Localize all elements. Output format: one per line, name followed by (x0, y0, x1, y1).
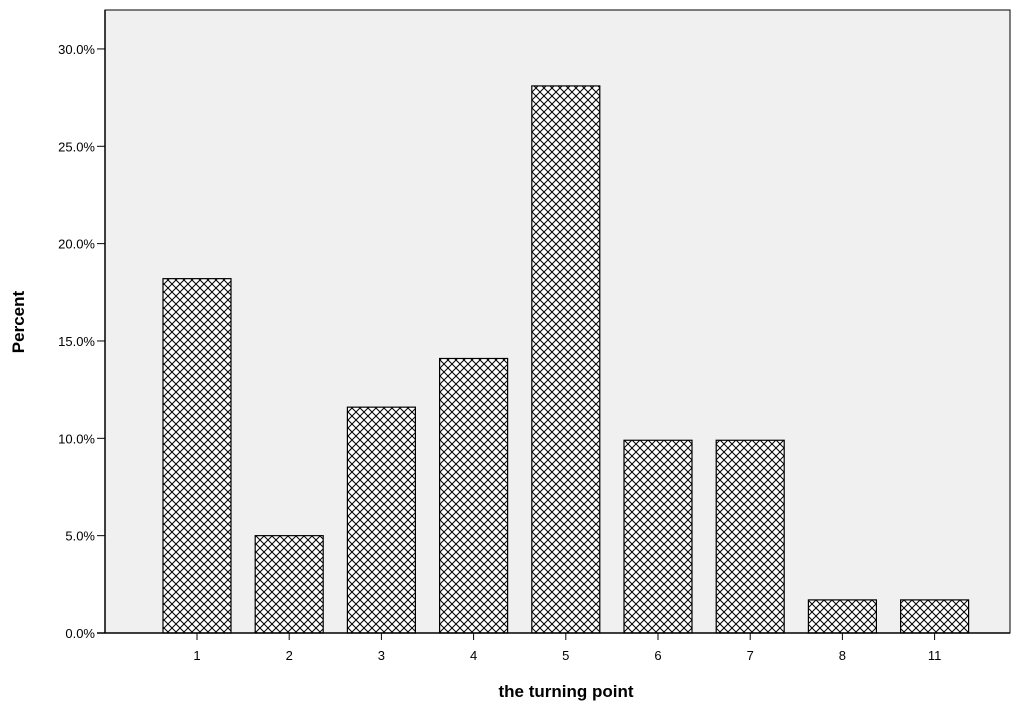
y-axis-title: Percent (9, 290, 28, 353)
x-tick-label: 4 (470, 648, 477, 663)
x-tick-label: 1 (193, 648, 200, 663)
x-tick-label: 5 (562, 648, 569, 663)
x-axis-title: the turning point (498, 682, 633, 701)
x-tick-label: 6 (654, 648, 661, 663)
bar-1 (162, 278, 232, 634)
y-tick-label: 30.0% (58, 42, 95, 57)
y-tick-label: 25.0% (58, 139, 95, 154)
y-tick-label: 0.0% (65, 626, 95, 641)
x-axis: 1 2 3 4 5 6 7 8 11 (97, 632, 1010, 663)
y-tick-label: 15.0% (58, 334, 95, 349)
bar-5 (531, 85, 601, 634)
x-tick-label: 11 (928, 648, 942, 663)
bars-group (162, 85, 970, 634)
bar-7 (715, 439, 785, 634)
x-tick-label: 2 (286, 648, 293, 663)
bar-2 (254, 535, 324, 634)
bar-8 (807, 599, 878, 634)
bar-6 (623, 439, 693, 634)
bar-11 (899, 599, 970, 634)
y-tick-label: 20.0% (58, 237, 95, 252)
x-tick-label: 7 (747, 648, 754, 663)
y-axis: 0.0% 5.0% 10.0% 15.0% 20.0% 25.0% 30.0% (58, 10, 106, 641)
x-tick-label: 8 (839, 648, 846, 663)
y-tick-label: 10.0% (58, 431, 95, 446)
bar-4 (439, 357, 509, 634)
y-tick-label: 5.0% (65, 529, 95, 544)
x-tick-label: 3 (378, 648, 385, 663)
bar-3 (346, 406, 416, 634)
